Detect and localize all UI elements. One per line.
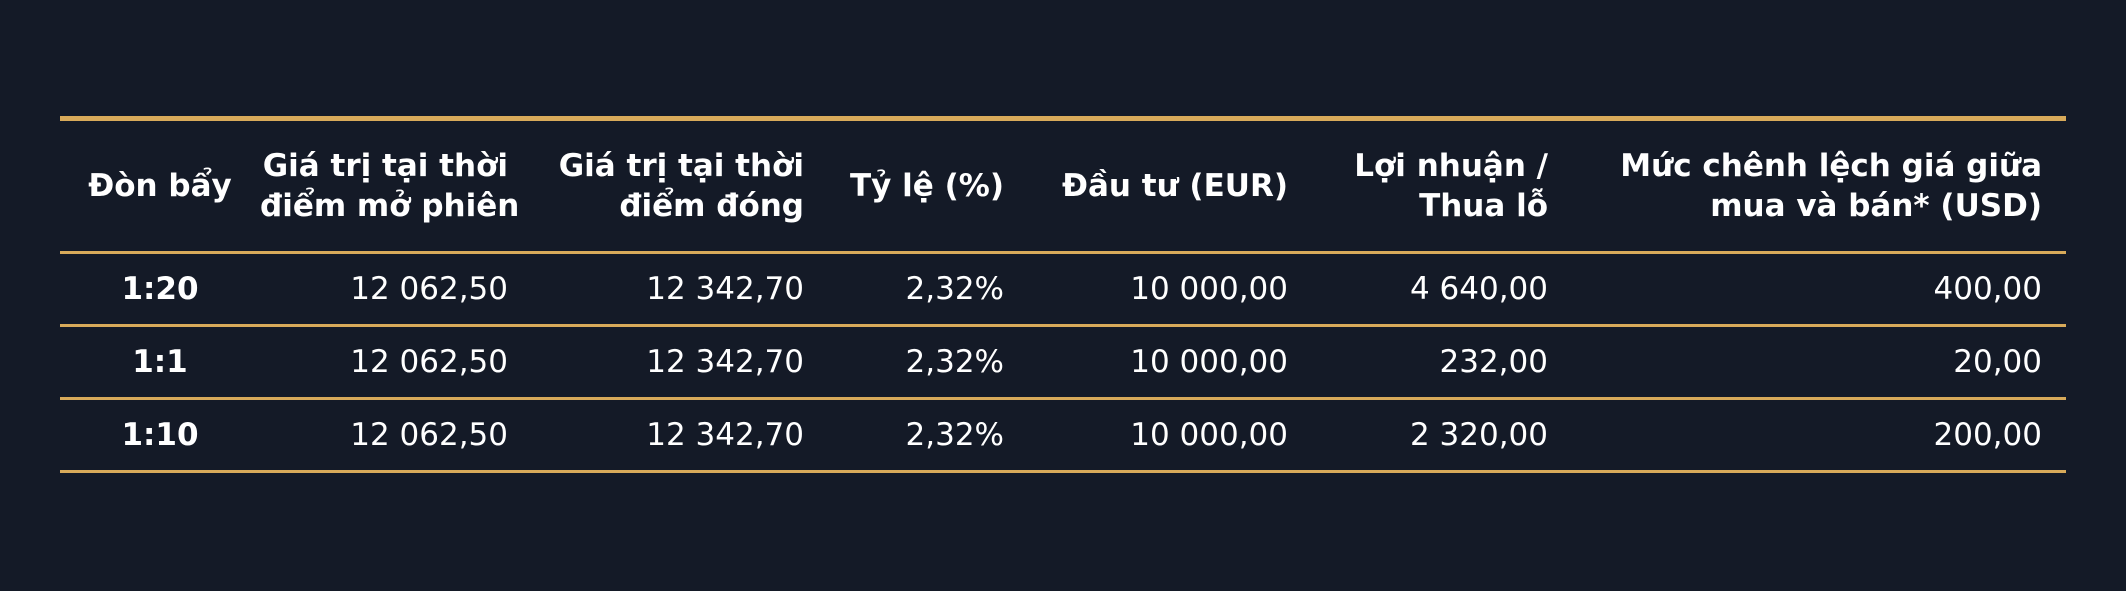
header-close-value-line-2: điểm đóng: [619, 188, 804, 224]
header-profit-loss-line-1: Lợi nhuận /: [1354, 148, 1548, 184]
cell-profit-loss: 232,00: [1312, 325, 1572, 400]
cell-ratio: 2,32%: [828, 252, 1028, 327]
cell-ratio: 2,32%: [828, 398, 1028, 473]
header-leverage: Đòn bẩy: [60, 118, 260, 254]
header-open-value: Giá trị tại thời điểm mở phiên: [260, 118, 532, 254]
header-investment-line-1: Đầu tư (EUR): [1062, 168, 1288, 204]
cell-ratio: 2,32%: [828, 325, 1028, 400]
leverage-table-container: Đòn bẩy Giá trị tại thời điểm mở phiên G…: [60, 116, 2066, 473]
cell-leverage: 1:10: [60, 398, 260, 473]
table-header-row: Đòn bẩy Giá trị tại thời điểm mở phiên G…: [60, 118, 2066, 254]
header-spread-line-2: mua và bán* (USD): [1710, 188, 2042, 224]
leverage-comparison-table: Đòn bẩy Giá trị tại thời điểm mở phiên G…: [60, 116, 2066, 473]
cell-spread: 20,00: [1572, 325, 2066, 400]
cell-leverage: 1:1: [60, 325, 260, 400]
cell-spread: 400,00: [1572, 252, 2066, 327]
header-open-value-line-2: điểm mở phiên: [260, 188, 520, 224]
cell-investment: 10 000,00: [1028, 398, 1312, 473]
header-leverage-line-1: Đòn bẩy: [88, 168, 232, 204]
table-row: 1:10 12 062,50 12 342,70 2,32% 10 000,00…: [60, 398, 2066, 473]
header-ratio: Tỷ lệ (%): [828, 118, 1028, 254]
header-spread-line-1: Mức chênh lệch giá giữa: [1620, 148, 2042, 184]
cell-investment: 10 000,00: [1028, 325, 1312, 400]
header-investment: Đầu tư (EUR): [1028, 118, 1312, 254]
cell-investment: 10 000,00: [1028, 252, 1312, 327]
cell-open-value: 12 062,50: [260, 252, 532, 327]
cell-profit-loss: 4 640,00: [1312, 252, 1572, 327]
header-profit-loss-line-2: Thua lỗ: [1419, 188, 1548, 224]
cell-open-value: 12 062,50: [260, 325, 532, 400]
cell-close-value: 12 342,70: [532, 398, 828, 473]
cell-spread: 200,00: [1572, 398, 2066, 473]
cell-open-value: 12 062,50: [260, 398, 532, 473]
cell-close-value: 12 342,70: [532, 252, 828, 327]
cell-close-value: 12 342,70: [532, 325, 828, 400]
cell-leverage: 1:20: [60, 252, 260, 327]
table-row: 1:1 12 062,50 12 342,70 2,32% 10 000,00 …: [60, 325, 2066, 400]
header-close-value-line-1: Giá trị tại thời: [558, 148, 804, 184]
cell-profit-loss: 2 320,00: [1312, 398, 1572, 473]
header-spread: Mức chênh lệch giá giữa mua và bán* (USD…: [1572, 118, 2066, 254]
header-close-value: Giá trị tại thời điểm đóng: [532, 118, 828, 254]
header-ratio-line-1: Tỷ lệ (%): [850, 168, 1004, 204]
header-profit-loss: Lợi nhuận / Thua lỗ: [1312, 118, 1572, 254]
header-open-value-line-1: Giá trị tại thời: [262, 148, 508, 184]
table-row: 1:20 12 062,50 12 342,70 2,32% 10 000,00…: [60, 252, 2066, 327]
